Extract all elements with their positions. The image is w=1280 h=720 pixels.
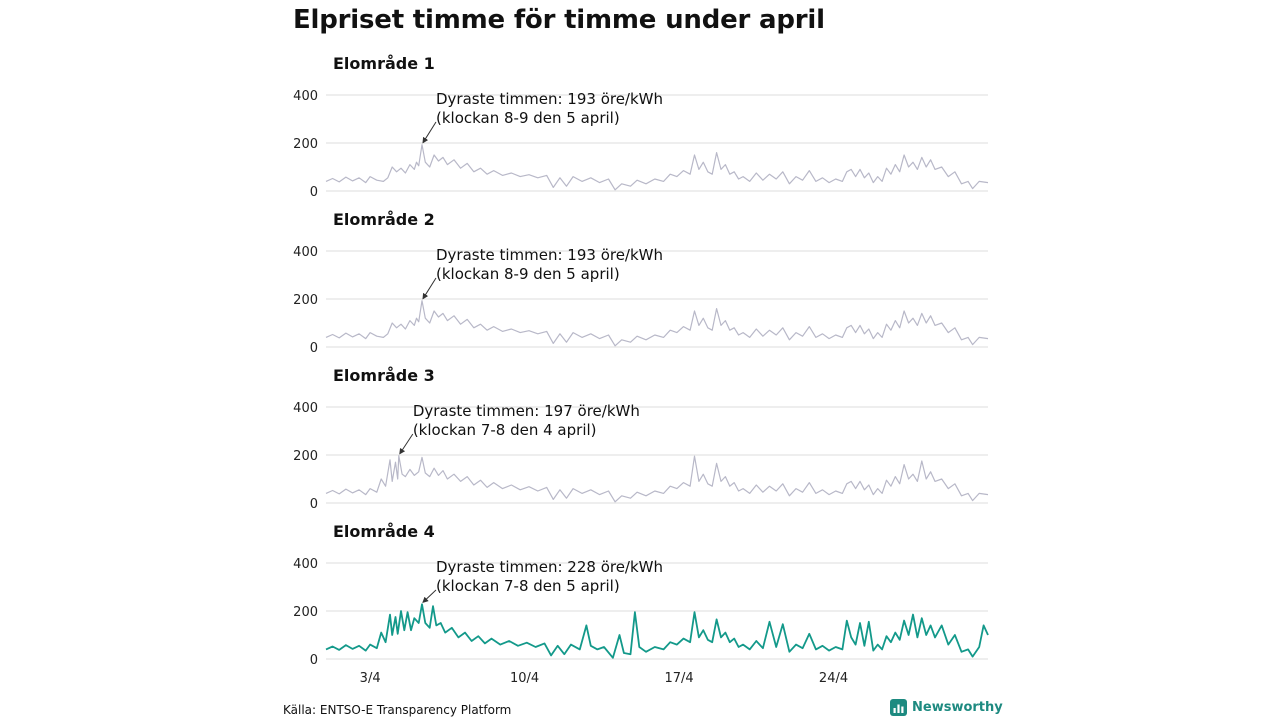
y-tick-label: 0 bbox=[310, 653, 318, 668]
panel-title: Elområde 1 bbox=[333, 54, 435, 73]
panel-4: Elområde 4 0 200 400 Dyraste timmen: 228 öre… bbox=[293, 522, 989, 686]
annotation-line-1: Dyraste timmen: 193 öre/kWh bbox=[436, 90, 663, 108]
series-line bbox=[325, 144, 989, 191]
x-tick-label: 24/4 bbox=[819, 671, 848, 686]
annotation-line-1: Dyraste timmen: 228 öre/kWh bbox=[436, 558, 663, 576]
panel-3: Elområde 3 0 200 400 Dyraste timmen: 197 öre… bbox=[293, 366, 989, 512]
bar-chart-logo-icon bbox=[890, 699, 907, 716]
y-tick-label: 0 bbox=[310, 497, 318, 512]
annotation-line-2: (klockan 8-9 den 5 april) bbox=[436, 109, 620, 127]
panel-2: Elområde 2 0 200 400 Dyraste timmen: 193 öre… bbox=[293, 210, 989, 356]
series-line bbox=[325, 300, 989, 347]
x-tick-label: 17/4 bbox=[664, 671, 693, 686]
annotation-line-2: (klockan 8-9 den 5 april) bbox=[436, 265, 620, 283]
annotation-arrow bbox=[399, 433, 414, 455]
annotation-line-2: (klockan 7-8 den 4 april) bbox=[413, 421, 597, 439]
y-tick-label: 200 bbox=[293, 449, 318, 464]
y-tick-label: 200 bbox=[293, 137, 318, 152]
y-tick-label: 400 bbox=[293, 245, 318, 260]
brand-name: Newsworthy bbox=[912, 700, 1003, 715]
annotation-arrow bbox=[422, 121, 437, 144]
annotation-line-2: (klockan 7-8 den 5 april) bbox=[436, 577, 620, 595]
chart-title: Elpriset timme för timme under april bbox=[293, 5, 825, 35]
x-tick-label: 10/4 bbox=[510, 671, 539, 686]
y-tick-label: 400 bbox=[293, 401, 318, 416]
annotation-arrow bbox=[422, 589, 437, 603]
annotation-line-1: Dyraste timmen: 193 öre/kWh bbox=[436, 246, 663, 264]
panel-title: Elområde 2 bbox=[333, 210, 435, 229]
y-tick-label: 200 bbox=[293, 293, 318, 308]
series-line bbox=[325, 603, 989, 659]
y-tick-label: 0 bbox=[310, 341, 318, 356]
panel-title: Elområde 4 bbox=[333, 522, 435, 541]
series-line bbox=[325, 455, 989, 503]
source-note: Källa: ENTSO-E Transparency Platform bbox=[283, 703, 512, 717]
y-tick-label: 200 bbox=[293, 605, 318, 620]
y-tick-label: 400 bbox=[293, 557, 318, 572]
annotation-line-1: Dyraste timmen: 197 öre/kWh bbox=[413, 402, 640, 420]
y-tick-label: 0 bbox=[310, 185, 318, 200]
panel-title: Elområde 3 bbox=[333, 366, 435, 385]
panel-1: Elområde 1 0 200 400 Dyraste timmen: 193 öre… bbox=[293, 54, 989, 200]
brand[interactable]: Newsworthy bbox=[890, 699, 1003, 716]
y-tick-label: 400 bbox=[293, 89, 318, 104]
x-tick-label: 3/4 bbox=[360, 671, 381, 686]
annotation-arrow bbox=[422, 277, 437, 300]
